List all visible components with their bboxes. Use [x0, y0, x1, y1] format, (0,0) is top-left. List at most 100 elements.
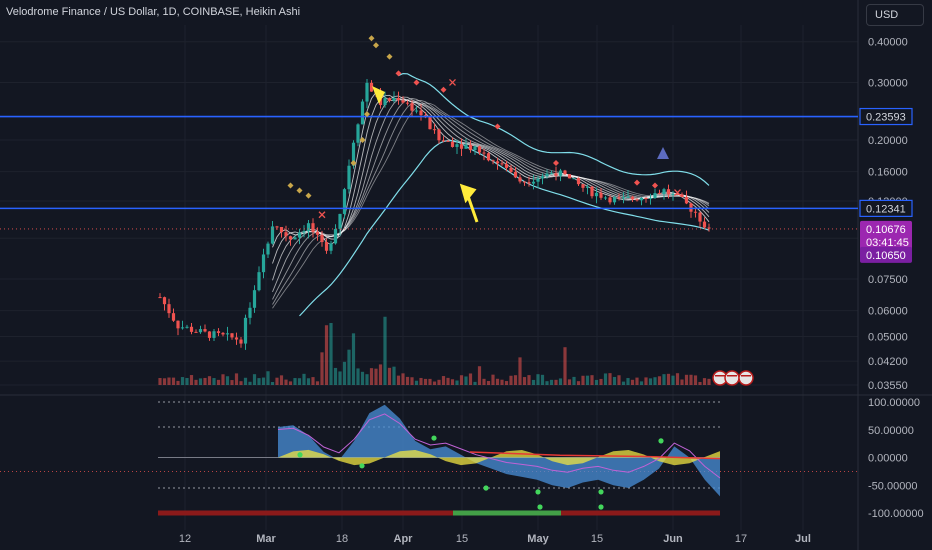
- volume-bar: [662, 374, 666, 385]
- candle-body: [495, 161, 500, 164]
- ribbon-line: [272, 102, 710, 309]
- candle-body: [599, 192, 603, 198]
- diamond-marker: [440, 86, 447, 93]
- candle-body: [392, 97, 396, 101]
- candle-body: [414, 110, 419, 112]
- candle-body: [261, 254, 266, 273]
- volume-bar: [500, 379, 504, 385]
- volume-bar: [239, 381, 243, 385]
- candle-body: [293, 237, 297, 240]
- ribbon-line: [272, 96, 710, 293]
- candle-body: [617, 197, 621, 199]
- candle-body: [504, 163, 509, 168]
- candle-body: [383, 98, 387, 106]
- volume-bar: [302, 373, 306, 385]
- candle-body: [248, 307, 252, 318]
- volume-bar: [630, 379, 635, 385]
- volume-bar: [675, 373, 680, 385]
- candle-body: [707, 227, 711, 229]
- volume-bar: [684, 374, 689, 385]
- diamond-marker: [494, 123, 501, 130]
- candle-body: [410, 103, 414, 111]
- candle-body: [324, 242, 329, 251]
- volume-bar: [311, 377, 315, 385]
- candle-body: [554, 173, 558, 176]
- candle-body: [594, 192, 599, 197]
- diamond-marker: [373, 42, 379, 49]
- osc-signal-line: [277, 413, 721, 479]
- osc-dot: [535, 489, 541, 495]
- volume-bar: [212, 378, 216, 385]
- candle-body: [162, 297, 167, 305]
- volume-bar: [666, 373, 671, 385]
- candle-body: [284, 232, 288, 237]
- candle-body: [509, 167, 513, 172]
- volume-bar: [288, 381, 293, 385]
- volume-bar: [477, 366, 482, 385]
- candle-body: [315, 231, 320, 235]
- volume-bar: [473, 381, 477, 385]
- currency-button[interactable]: USD: [866, 4, 924, 26]
- diamond-marker: [386, 53, 393, 60]
- volume-bar: [230, 380, 234, 385]
- diamond-marker: [296, 187, 303, 194]
- osc-tick: -100.00000: [868, 508, 924, 520]
- flag-stripe: [727, 375, 737, 377]
- volume-bar: [459, 375, 464, 385]
- volume-bar: [486, 380, 491, 385]
- channel-lower: [299, 139, 710, 317]
- volume-bar: [333, 367, 338, 385]
- price-tick: 0.05000: [868, 331, 908, 343]
- candle-body: [342, 189, 347, 214]
- candle-body: [441, 140, 446, 142]
- volume-bar: [257, 378, 261, 385]
- diamond-marker: [364, 111, 370, 118]
- volume-bars: [158, 316, 711, 385]
- oscillator-panel: [0, 401, 858, 516]
- time-axis[interactable]: 12 Mar 18 Apr 15 May 15 Jun 17 Jul: [179, 533, 811, 545]
- candle-body: [558, 170, 563, 176]
- volume-bar: [347, 349, 351, 385]
- volume-bar: [203, 377, 207, 385]
- volume-bar: [171, 377, 176, 385]
- yellow-arrow-1: [372, 86, 385, 104]
- osc-dot: [483, 485, 489, 491]
- level-tag-text: 0.12341: [866, 203, 906, 215]
- candle-body: [536, 178, 540, 182]
- volume-bar: [365, 374, 369, 385]
- osc-state-bar-red: [158, 510, 453, 516]
- volume-bar: [531, 379, 536, 385]
- candle-body: [320, 234, 324, 243]
- volume-bar: [405, 376, 410, 385]
- volume-bar: [536, 374, 540, 385]
- time-tick: 12: [179, 533, 191, 545]
- osc-red-line: [469, 451, 721, 460]
- candle-body: [464, 144, 468, 149]
- volume-bar: [590, 375, 594, 385]
- candle-body: [167, 304, 171, 314]
- volume-bar: [707, 378, 711, 385]
- candle-body: [270, 226, 275, 244]
- candle-body: [473, 146, 477, 151]
- volume-bar: [468, 373, 473, 385]
- diamond-marker: [395, 70, 402, 77]
- time-tick: 17: [735, 533, 747, 545]
- yellow-arrow-2: [459, 183, 479, 223]
- candle-body: [311, 223, 315, 232]
- candle-body: [171, 313, 176, 321]
- volume-bar: [248, 381, 252, 385]
- volume-bar: [284, 379, 288, 385]
- candle-body: [527, 182, 531, 184]
- candle-body: [626, 196, 630, 198]
- volume-bar: [378, 364, 383, 385]
- candle-body: [176, 320, 180, 329]
- horizontal-levels[interactable]: [0, 115, 858, 230]
- volume-bar: [702, 378, 707, 385]
- volume-bar: [306, 378, 311, 385]
- candle-body: [671, 193, 675, 195]
- candle-body: [360, 101, 365, 125]
- volume-bar: [549, 379, 554, 385]
- ma-ribbon: [272, 72, 710, 317]
- osc-dot: [359, 463, 365, 469]
